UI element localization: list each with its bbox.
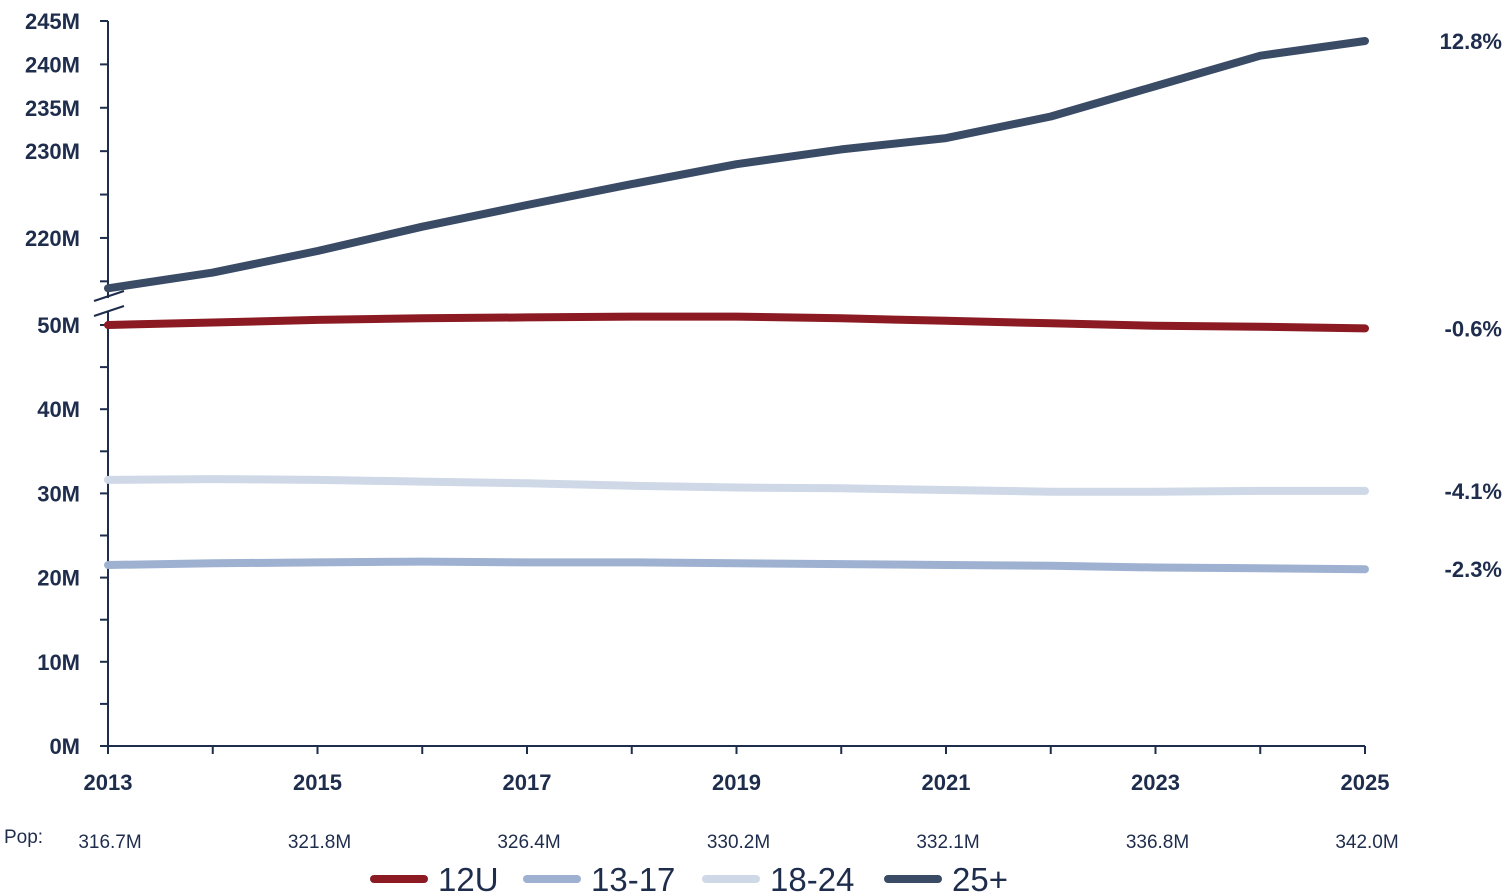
y-tick-label: 30M [37,481,80,506]
y-tick-label: 245M [25,9,80,34]
y-tick-label: 20M [37,566,80,591]
series-line-12U [104,312,1369,333]
legend-label-18-24: 18-24 [770,861,854,895]
population-value: 316.7M [78,832,141,853]
series-line-13-17 [104,557,1369,574]
axis-break-mark [93,305,125,317]
end-label-13-17: -2.3% [1445,557,1502,582]
end-label-12U: -0.6% [1445,316,1502,341]
population-value: 342.0M [1335,832,1398,853]
y-tick-label: 240M [25,52,80,77]
legend: 12U 13-17 18-24 25+ [370,861,1008,895]
legend-label-13-17: 13-17 [591,861,675,895]
axis-break-mark [93,290,125,302]
population-row: Pop: 316.7M 321.8M 326.4M 330.2M 332.1M 336.8M… [4,827,1399,853]
x-tick-label: 2025 [1341,770,1390,795]
y-tick-label: 235M [25,96,80,121]
y-tick-label: 0M [49,734,80,759]
y-tick-label: 220M [25,226,80,251]
end-label-25+: 12.8% [1440,29,1502,54]
x-tick-label: 2021 [922,770,971,795]
series-line-18-24 [104,475,1369,496]
y-tick-label: 10M [37,650,80,675]
population-label: Pop: [4,827,43,848]
x-tick-label: 2015 [293,770,342,795]
population-value: 332.1M [916,832,979,853]
axes [93,21,1365,747]
end-label-18-24: -4.1% [1445,479,1502,504]
population-value: 326.4M [497,832,560,853]
legend-label-25+: 25+ [952,861,1008,895]
x-tick-label: 2019 [712,770,761,795]
x-tick-label: 2023 [1131,770,1180,795]
x-tick-label: 2013 [84,770,133,795]
y-tick-label: 40M [37,397,80,422]
population-value: 336.8M [1126,832,1189,853]
x-tick-label: 2017 [503,770,552,795]
series-lines [104,37,1369,574]
population-value: 330.2M [707,832,770,853]
y-tick-label: 50M [37,313,80,338]
y-axis-ticks: 0M 10M 20M 30M 40M 50M 220M 230M 235M 240M 245M [25,9,108,759]
x-axis-ticks: 2013 2015 2017 2019 2021 2023 2025 [84,746,1390,795]
series-line-25+ [104,37,1369,293]
y-tick-label: 230M [25,139,80,164]
end-labels: -0.6% -2.3% -4.1% 12.8% [1440,29,1502,582]
population-value: 321.8M [288,832,351,853]
legend-label-12U: 12U [438,861,499,895]
